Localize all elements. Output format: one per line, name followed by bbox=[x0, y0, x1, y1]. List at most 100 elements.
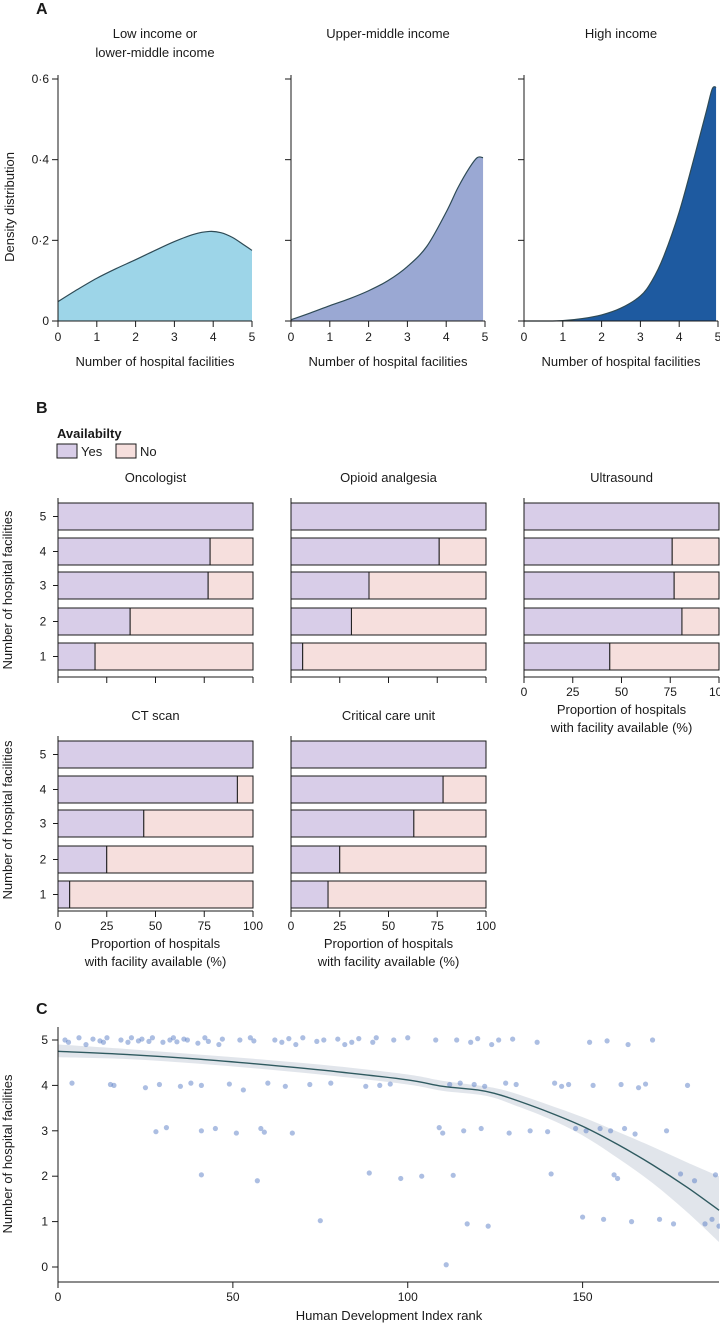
scatter-point bbox=[611, 1172, 617, 1178]
density-area-1 bbox=[58, 231, 252, 321]
scatter-point bbox=[188, 1080, 194, 1086]
density-x-tick-label: 3 bbox=[404, 330, 411, 344]
scatter-point bbox=[321, 1037, 327, 1043]
bar-no-3 bbox=[413, 809, 487, 838]
scatter-point bbox=[219, 1036, 225, 1042]
bar-x-tick-label: 0 bbox=[288, 919, 295, 933]
bar-x-tick-label: 100 bbox=[476, 919, 496, 933]
bar-yes-2 bbox=[523, 607, 683, 636]
scatter-point bbox=[289, 1130, 295, 1136]
bar-yes-1 bbox=[523, 642, 611, 671]
scatter-point bbox=[142, 1085, 149, 1091]
bar-x-tick-label: 0 bbox=[55, 919, 62, 933]
bar-no-4 bbox=[442, 775, 487, 804]
density-title-3: High income bbox=[585, 26, 657, 41]
scatter-point bbox=[65, 1039, 72, 1045]
bar-y-tick-label: 1 bbox=[40, 650, 47, 664]
scatter-point bbox=[621, 1125, 628, 1132]
scatter-y-tick-label: 1 bbox=[41, 1215, 48, 1229]
scatter-point bbox=[118, 1037, 124, 1043]
density-x-axis-label-2: Number of hospital facilities bbox=[309, 354, 468, 369]
bar-x-tick-label: 50 bbox=[382, 919, 396, 933]
scatter-point bbox=[513, 1081, 519, 1088]
scatter-point bbox=[566, 1081, 572, 1088]
density-line-3 bbox=[523, 86, 717, 322]
bar-y-tick-label: 3 bbox=[40, 579, 47, 593]
scatter-point bbox=[251, 1038, 257, 1044]
panel-b-stacked-bars: Oncologist 1 2 3 4 5 Opioid analgesia Ultrasoun… bbox=[40, 470, 720, 969]
bar-no-1 bbox=[94, 642, 254, 671]
bar-y-tick-label: 4 bbox=[40, 545, 47, 559]
panel-c-y-axis-label: Number of hospital facilities bbox=[0, 1074, 15, 1233]
density-y-tick-label: 0·2 bbox=[32, 233, 50, 247]
scatter-point bbox=[279, 1039, 285, 1045]
scatter-point bbox=[307, 1081, 313, 1088]
bar-yes-3 bbox=[523, 571, 675, 600]
scatter-point bbox=[618, 1081, 624, 1088]
trend-line bbox=[57, 1050, 720, 1211]
bar-x-axis-label-line1: Proportion of hospitals bbox=[91, 936, 221, 951]
scatter-point bbox=[76, 1035, 82, 1041]
bar-no-4 bbox=[209, 537, 254, 566]
scatter-point bbox=[510, 1036, 516, 1042]
scatter-point bbox=[370, 1039, 376, 1045]
scatter-point bbox=[607, 1128, 614, 1134]
scatter-point bbox=[363, 1083, 369, 1089]
bar-yes-4 bbox=[57, 775, 238, 804]
scatter-point bbox=[198, 1128, 204, 1134]
scatter-point bbox=[712, 1172, 719, 1178]
legend-swatch-yes bbox=[56, 443, 78, 459]
panel-c-x-axis-label: Human Development Index rank bbox=[296, 1308, 483, 1323]
bar-no-2 bbox=[106, 845, 254, 874]
bar-y-tick-label: 2 bbox=[40, 615, 47, 629]
scatter-point bbox=[506, 1130, 512, 1136]
density-x-tick-label: 1 bbox=[559, 330, 566, 344]
scatter-point bbox=[149, 1035, 156, 1041]
bar-x-tick-label: 25 bbox=[333, 919, 347, 933]
density-x-tick-label: 3 bbox=[637, 330, 644, 344]
bar-no-1 bbox=[327, 880, 487, 909]
bar-yes-5 bbox=[523, 502, 720, 531]
scatter-point bbox=[163, 1125, 170, 1131]
panel-b-legend: Availabilty Yes No bbox=[56, 426, 157, 459]
bar-no-4 bbox=[671, 537, 720, 566]
bar-no-4 bbox=[236, 775, 254, 804]
scatter-point bbox=[261, 1129, 267, 1135]
bar-x-tick-label: 0 bbox=[521, 685, 528, 699]
scatter-point bbox=[625, 1041, 631, 1048]
scatter-y-tick-label: 4 bbox=[41, 1078, 48, 1092]
bar-x-axis-label-line1: Proportion of hospitals bbox=[557, 702, 687, 717]
scatter-point bbox=[642, 1081, 649, 1087]
scatter-point bbox=[90, 1036, 96, 1042]
scatter-point bbox=[489, 1041, 495, 1048]
scatter-point bbox=[233, 1130, 239, 1136]
scatter-point bbox=[503, 1080, 509, 1086]
scatter-point bbox=[125, 1039, 131, 1045]
bar-x-tick-label: 50 bbox=[615, 685, 629, 699]
scatter-point bbox=[649, 1037, 656, 1043]
scatter-point bbox=[240, 1087, 246, 1093]
scatter-point bbox=[153, 1129, 159, 1135]
scatter-point bbox=[405, 1035, 411, 1041]
scatter-point bbox=[545, 1129, 551, 1135]
density-x-axis-label-3: Number of hospital facilities bbox=[542, 354, 701, 369]
scatter-point bbox=[447, 1081, 453, 1088]
scatter-point bbox=[691, 1178, 698, 1184]
scatter-point bbox=[198, 1172, 204, 1178]
bar-no-1 bbox=[609, 642, 720, 671]
scatter-point bbox=[293, 1041, 299, 1048]
scatter-y-tick-label: 3 bbox=[41, 1124, 48, 1138]
scatter-point bbox=[709, 1216, 715, 1222]
panel-a-label: A bbox=[36, 1, 48, 18]
density-y-tick-label: 0·6 bbox=[32, 72, 50, 86]
scatter-point bbox=[237, 1037, 243, 1043]
scatter-point bbox=[272, 1037, 278, 1043]
scatter-point bbox=[604, 1038, 610, 1044]
scatter-point bbox=[335, 1036, 341, 1042]
scatter-point bbox=[702, 1221, 708, 1227]
scatter-point bbox=[216, 1041, 222, 1048]
bar-panel-title-2: Opioid analgesia bbox=[340, 470, 438, 485]
scatter-point bbox=[684, 1082, 691, 1088]
scatter-point bbox=[433, 1037, 439, 1043]
